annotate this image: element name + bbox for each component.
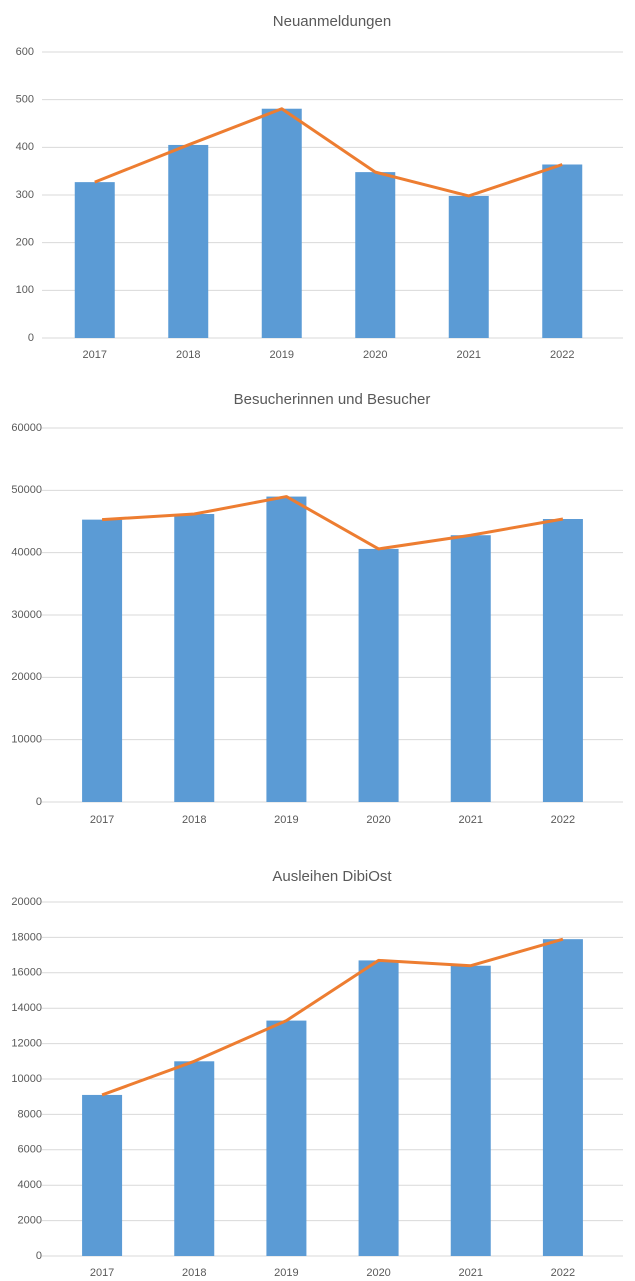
x-tick-label: 2021	[457, 349, 481, 361]
bar	[82, 1094, 123, 1256]
y-tick-label: 16000	[11, 967, 42, 979]
y-tick-label: 10000	[11, 1073, 42, 1085]
y-tick-label: 50000	[11, 484, 42, 496]
bar	[358, 960, 399, 1256]
y-tick-label: 100	[16, 284, 34, 296]
y-tick-label: 40000	[11, 547, 42, 559]
chart-title: Neuanmeldungen	[273, 13, 391, 30]
x-tick-label: 2020	[366, 1267, 390, 1279]
bar	[174, 1061, 215, 1256]
y-tick-label: 6000	[18, 1144, 42, 1156]
x-tick-label: 2018	[182, 814, 206, 826]
y-tick-label: 10000	[11, 734, 42, 746]
bar	[266, 496, 307, 802]
x-tick-label: 2018	[176, 349, 200, 361]
x-tick-label: 2017	[90, 814, 114, 826]
y-tick-label: 400	[16, 141, 34, 153]
bar	[355, 172, 396, 338]
y-tick-label: 60000	[11, 422, 42, 434]
x-tick-label: 2020	[363, 349, 387, 361]
chart-title: Besucherinnen und Besucher	[234, 391, 431, 408]
y-tick-label: 0	[28, 332, 34, 344]
bar	[358, 548, 399, 802]
bar	[542, 164, 583, 338]
x-tick-label: 2018	[182, 1267, 206, 1279]
y-tick-label: 600	[16, 46, 34, 58]
x-tick-label: 2022	[551, 1267, 575, 1279]
y-tick-label: 0	[36, 796, 42, 808]
bar	[542, 939, 583, 1256]
line	[94, 107, 563, 198]
x-tick-label: 2019	[274, 1267, 298, 1279]
bar	[82, 519, 123, 802]
y-tick-label: 4000	[18, 1179, 42, 1191]
y-tick-label: 0	[36, 1250, 42, 1262]
bar	[448, 195, 489, 338]
bar	[542, 519, 583, 802]
y-tick-label: 200	[16, 237, 34, 249]
chart-title: Ausleihen DibiOst	[272, 868, 392, 885]
x-tick-label: 2022	[551, 814, 575, 826]
bar	[266, 1020, 307, 1256]
x-tick-label: 2020	[366, 814, 390, 826]
y-tick-label: 500	[16, 94, 34, 106]
y-tick-label: 14000	[11, 1002, 42, 1014]
bar	[168, 144, 209, 338]
y-tick-label: 30000	[11, 609, 42, 621]
y-tick-label: 2000	[18, 1215, 42, 1227]
line	[101, 495, 564, 551]
y-tick-label: 20000	[11, 896, 42, 908]
x-tick-label: 2019	[270, 349, 294, 361]
bar	[450, 535, 491, 802]
bar	[450, 965, 491, 1256]
x-tick-label: 2019	[274, 814, 298, 826]
x-tick-label: 2017	[90, 1267, 114, 1279]
y-tick-label: 20000	[11, 671, 42, 683]
y-tick-label: 12000	[11, 1038, 42, 1050]
line	[101, 937, 564, 1097]
bar	[174, 514, 215, 802]
bar	[74, 182, 115, 338]
bar	[261, 108, 302, 339]
y-tick-label: 300	[16, 189, 34, 201]
y-tick-label: 18000	[11, 931, 42, 943]
x-tick-label: 2022	[550, 349, 574, 361]
y-tick-label: 8000	[18, 1108, 42, 1120]
x-tick-label: 2021	[459, 1267, 483, 1279]
x-tick-label: 2017	[83, 349, 107, 361]
x-tick-label: 2021	[459, 814, 483, 826]
